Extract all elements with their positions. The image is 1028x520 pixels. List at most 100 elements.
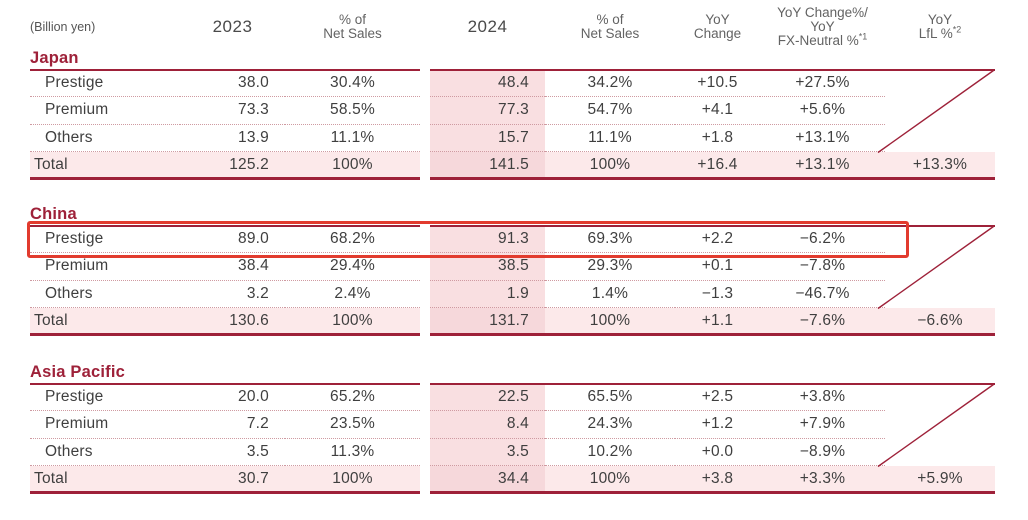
cell-yoy-fx: +7.9% bbox=[760, 411, 885, 439]
table-row-ap-others: Others 3.5 11.3% 3.5 10.2% +0.0 −8.9% bbox=[30, 438, 995, 467]
cell-2023-value: 125.2 bbox=[180, 152, 285, 180]
cell-2023-value: 73.3 bbox=[180, 97, 285, 125]
cell-2023-pct: 100% bbox=[285, 308, 420, 336]
cell-2024-pct: 29.3% bbox=[545, 253, 675, 281]
cell-2024-value: 48.4 bbox=[430, 69, 545, 97]
cell-2023-value: 3.5 bbox=[180, 439, 285, 467]
cell-2024-pct: 11.1% bbox=[545, 125, 675, 153]
cell-2023-pct: 11.3% bbox=[285, 439, 420, 467]
cell-yoy-fx: +13.1% bbox=[760, 125, 885, 153]
column-gap bbox=[420, 439, 430, 467]
column-gap bbox=[420, 411, 430, 439]
cell-yoy-change: +4.1 bbox=[675, 97, 760, 125]
cell-2024-pct: 34.2% bbox=[545, 69, 675, 97]
region-table-japan: Prestige 38.0 30.4% 48.4 34.2% +10.5 +27… bbox=[30, 69, 995, 180]
cell-yoy-lfl bbox=[885, 281, 995, 309]
cell-category: Prestige bbox=[30, 383, 180, 411]
cell-category: Prestige bbox=[30, 225, 180, 253]
column-gap bbox=[420, 69, 430, 97]
region-table-china: Prestige 89.0 68.2% 91.3 69.3% +2.2 −6.2… bbox=[27, 221, 995, 336]
cell-yoy-lfl bbox=[885, 383, 995, 411]
cell-yoy-lfl: +13.3% bbox=[885, 152, 995, 180]
cell-yoy-fx: +27.5% bbox=[760, 69, 885, 97]
cell-2023-value: 20.0 bbox=[180, 383, 285, 411]
unit-label: (Billion yen) bbox=[30, 20, 96, 34]
column-gap bbox=[420, 383, 430, 411]
col-header-2024: 2024 bbox=[467, 17, 508, 36]
cell-2024-pct: 1.4% bbox=[545, 281, 675, 309]
table-header: (Billion yen) 2023 % of Net Sales 2024 % … bbox=[30, 6, 995, 48]
section-asia-pacific: Asia Pacific Prestige 20.0 65.2% 22.5 65… bbox=[30, 362, 995, 494]
cell-2023-pct: 29.4% bbox=[285, 253, 420, 281]
cell-yoy-lfl: +5.9% bbox=[885, 466, 995, 494]
table-row-ap-total: Total 30.7 100% 34.4 100% +3.8 +3.3% +5.… bbox=[30, 466, 995, 494]
cell-2023-value: 3.2 bbox=[180, 281, 285, 309]
cell-category: Premium bbox=[30, 253, 180, 281]
cell-yoy-fx: −6.2% bbox=[760, 225, 885, 253]
cell-yoy-fx: −8.9% bbox=[760, 439, 885, 467]
cell-yoy-change: +1.2 bbox=[675, 411, 760, 439]
cell-2023-value: 13.9 bbox=[180, 125, 285, 153]
cell-yoy-lfl bbox=[885, 125, 995, 153]
column-gap bbox=[420, 281, 430, 309]
table-row-japan-others: Others 13.9 11.1% 15.7 11.1% +1.8 +13.1% bbox=[30, 124, 995, 153]
cell-yoy-fx: +5.6% bbox=[760, 97, 885, 125]
cell-yoy-fx: +3.3% bbox=[760, 466, 885, 494]
cell-2024-pct: 100% bbox=[545, 466, 675, 494]
cell-yoy-fx: −7.8% bbox=[760, 253, 885, 281]
col-header-pct-net-sales-2024: % of Net Sales bbox=[580, 12, 640, 41]
cell-2024-pct: 100% bbox=[545, 308, 675, 336]
table-row-japan-premium: Premium 73.3 58.5% 77.3 54.7% +4.1 +5.6% bbox=[30, 96, 995, 125]
col-header-2023: 2023 bbox=[212, 17, 253, 36]
table-row-china-premium: Premium 38.4 29.4% 38.5 29.3% +0.1 −7.8% bbox=[30, 252, 995, 281]
cell-2024-pct: 54.7% bbox=[545, 97, 675, 125]
cell-yoy-fx: +3.8% bbox=[760, 383, 885, 411]
cell-2024-value: 1.9 bbox=[430, 280, 545, 309]
cell-2024-pct: 10.2% bbox=[545, 439, 675, 467]
cell-category: Prestige bbox=[30, 69, 180, 97]
cell-2024-value: 8.4 bbox=[430, 410, 545, 439]
cell-yoy-fx: −46.7% bbox=[760, 281, 885, 309]
cell-2023-pct: 100% bbox=[285, 152, 420, 180]
column-gap bbox=[420, 125, 430, 153]
table-row-ap-premium: Premium 7.2 23.5% 8.4 24.3% +1.2 +7.9% bbox=[30, 410, 995, 439]
col-header-yoy-lfl: YoY LfL %*2 bbox=[918, 12, 962, 41]
column-gap bbox=[420, 466, 430, 494]
cell-yoy-lfl: −6.6% bbox=[885, 308, 995, 336]
section-japan: Japan Prestige 38.0 30.4% 48.4 34.2% +10… bbox=[30, 48, 995, 180]
cell-yoy-change: +1.1 bbox=[675, 308, 760, 336]
cell-category: Total bbox=[30, 308, 180, 336]
cell-2023-pct: 58.5% bbox=[285, 97, 420, 125]
cell-2024-value: 131.7 bbox=[430, 308, 545, 336]
column-gap bbox=[420, 253, 430, 281]
cell-yoy-change: +16.4 bbox=[675, 152, 760, 180]
table-row-china-prestige: Prestige 89.0 68.2% 91.3 69.3% +2.2 −6.2… bbox=[30, 225, 995, 253]
cell-2024-value: 15.7 bbox=[430, 124, 545, 153]
section-china: China Prestige 89.0 68.2% 91.3 69.3% +2.… bbox=[27, 204, 995, 336]
cell-yoy-change: +2.2 bbox=[675, 225, 760, 253]
cell-2023-pct: 23.5% bbox=[285, 411, 420, 439]
cell-2023-value: 38.4 bbox=[180, 253, 285, 281]
cell-category: Premium bbox=[30, 411, 180, 439]
cell-2024-value: 34.4 bbox=[430, 466, 545, 494]
table-row-ap-prestige: Prestige 20.0 65.2% 22.5 65.5% +2.5 +3.8… bbox=[30, 383, 995, 411]
cell-yoy-fx: +13.1% bbox=[760, 152, 885, 180]
region-title-japan: Japan bbox=[30, 49, 79, 67]
cell-2023-pct: 65.2% bbox=[285, 383, 420, 411]
region-table-asia-pacific: Prestige 20.0 65.2% 22.5 65.5% +2.5 +3.8… bbox=[30, 383, 995, 494]
col-header-yoy-change: YoY Change bbox=[693, 12, 742, 41]
cell-yoy-lfl bbox=[885, 411, 995, 439]
cell-category: Total bbox=[30, 152, 180, 180]
column-gap bbox=[420, 225, 430, 253]
cell-2023-value: 38.0 bbox=[180, 69, 285, 97]
cell-yoy-lfl bbox=[885, 439, 995, 467]
cell-2024-value: 38.5 bbox=[430, 252, 545, 281]
cell-yoy-change: +1.8 bbox=[675, 125, 760, 153]
cell-2023-pct: 100% bbox=[285, 466, 420, 494]
table-row-japan-prestige: Prestige 38.0 30.4% 48.4 34.2% +10.5 +27… bbox=[30, 69, 995, 97]
cell-2023-pct: 2.4% bbox=[285, 281, 420, 309]
cell-2023-value: 130.6 bbox=[180, 308, 285, 336]
cell-2023-value: 7.2 bbox=[180, 411, 285, 439]
cell-2024-value: 3.5 bbox=[430, 438, 545, 467]
